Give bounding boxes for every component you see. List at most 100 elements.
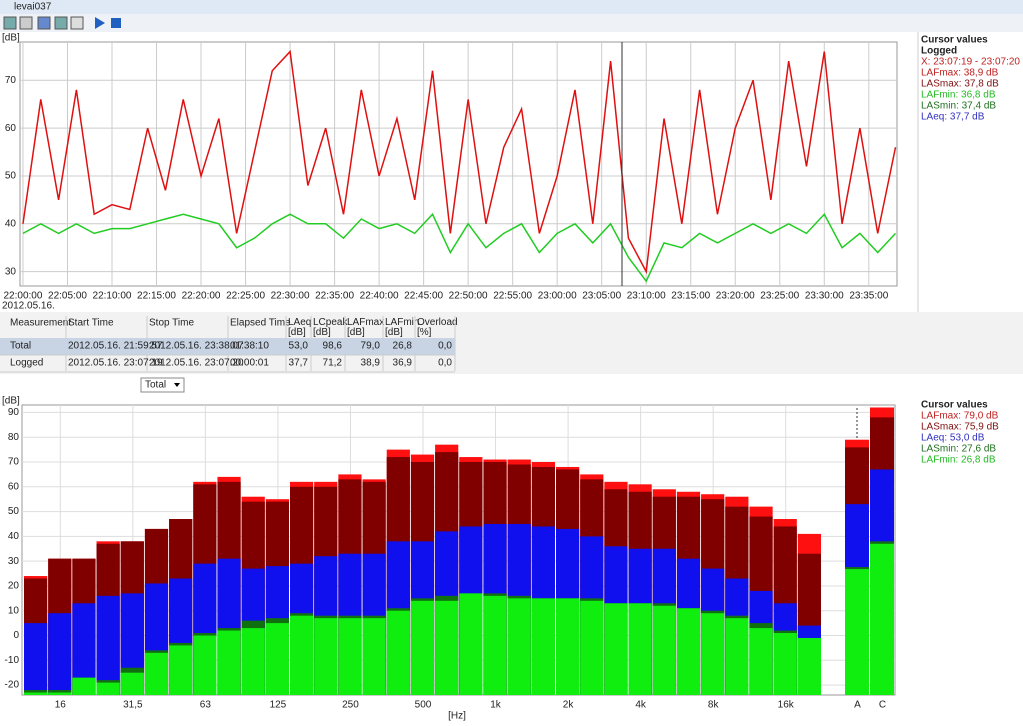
toolbar-icons[interactable] bbox=[3, 16, 121, 30]
y-tick-label: 50 bbox=[5, 171, 17, 182]
bar bbox=[120, 672, 144, 695]
dropdown-arrow[interactable] bbox=[174, 383, 180, 387]
dropdown[interactable] bbox=[140, 377, 185, 393]
table-cell[interactable]: 26,8 bbox=[393, 341, 413, 352]
x-tick-label: 22:55:00 bbox=[493, 291, 532, 302]
stop-button[interactable] bbox=[111, 18, 121, 28]
bar bbox=[845, 569, 869, 695]
x-tick-label: 23:35:00 bbox=[849, 291, 888, 302]
bar bbox=[314, 618, 338, 695]
x-tick-label: 2k bbox=[563, 700, 575, 711]
table-cell[interactable]: Total bbox=[10, 341, 31, 352]
column-header: LAFmin [dB] bbox=[385, 317, 419, 338]
top-plot-area bbox=[19, 41, 898, 287]
x-tick-label: 22:30:00 bbox=[271, 291, 310, 302]
bar bbox=[507, 598, 531, 695]
y-tick-label: 80 bbox=[8, 432, 20, 443]
play-button[interactable] bbox=[95, 17, 105, 29]
bar bbox=[72, 677, 96, 695]
x-tick-label: 1k bbox=[490, 700, 502, 711]
bar bbox=[435, 600, 459, 695]
x-tick-label: 23:00:00 bbox=[538, 291, 577, 302]
table-cell[interactable]: 79,0 bbox=[361, 341, 381, 352]
x-tick-label: 22:40:00 bbox=[360, 291, 399, 302]
icon[interactable] bbox=[70, 16, 84, 30]
cursor-value: LAFmin: 26,8 dB bbox=[921, 455, 996, 466]
x-tick-label: 16k bbox=[778, 700, 795, 711]
icon[interactable] bbox=[3, 16, 17, 30]
y-axis-label: [dB] bbox=[2, 396, 20, 407]
table-cell[interactable]: Logged bbox=[10, 358, 43, 369]
column-header: Stop Time bbox=[149, 318, 194, 329]
selected-row[interactable] bbox=[0, 338, 455, 355]
bar bbox=[725, 618, 749, 695]
table-cell[interactable]: 2012.05.16. 23:07:20 bbox=[149, 358, 244, 369]
bar bbox=[870, 543, 894, 695]
bar bbox=[48, 613, 72, 695]
x-tick-label: 23:25:00 bbox=[760, 291, 799, 302]
bar bbox=[410, 600, 435, 695]
table-cell[interactable]: 71,2 bbox=[323, 358, 343, 369]
bar bbox=[338, 618, 362, 695]
title-bar bbox=[0, 0, 1023, 14]
table-cell[interactable]: 01:38:10 bbox=[230, 341, 269, 352]
table-cell[interactable]: 98,6 bbox=[323, 341, 343, 352]
x-tick-label: 63 bbox=[200, 700, 212, 711]
table-cell[interactable]: 2012.05.16. 23:38:07 bbox=[149, 341, 244, 352]
bar bbox=[48, 692, 72, 695]
cursor-value: LAeq: 37,7 dB bbox=[921, 112, 985, 123]
x-tick-label: 4k bbox=[635, 700, 647, 711]
x-tick-label: C bbox=[879, 700, 886, 711]
column-header: Start Time bbox=[68, 318, 114, 329]
y-axis-label: [dB] bbox=[2, 33, 20, 44]
bar bbox=[193, 635, 217, 695]
table-cell[interactable]: 37,7 bbox=[289, 358, 309, 369]
x-tick-label: 23:15:00 bbox=[671, 291, 710, 302]
bar bbox=[459, 593, 483, 695]
x-tick-label: 22:20:00 bbox=[182, 291, 221, 302]
y-tick-label: 70 bbox=[5, 75, 17, 86]
series-line bbox=[22, 49, 897, 275]
cursor-value: LAeq: 53,0 dB bbox=[921, 433, 985, 444]
column-header: LAFmax [dB] bbox=[347, 317, 384, 338]
y-tick-label: 60 bbox=[8, 481, 20, 492]
x-tick-label: 500 bbox=[415, 700, 432, 711]
table-cell[interactable]: 2012.05.16. 23:07:19 bbox=[68, 358, 163, 369]
x-tick-label: 250 bbox=[342, 700, 359, 711]
bar bbox=[24, 692, 48, 695]
table-cell[interactable]: 2012.05.16. 21:59:57 bbox=[68, 341, 163, 352]
x-tick-label: 22:15:00 bbox=[137, 291, 176, 302]
column-header: Elapsed Time bbox=[230, 318, 291, 329]
bar bbox=[628, 603, 652, 695]
cursor-title: Cursor values bbox=[921, 400, 988, 411]
bar bbox=[701, 613, 725, 695]
table-cell[interactable]: 53,0 bbox=[289, 341, 309, 352]
table-cell[interactable]: 38,9 bbox=[361, 358, 381, 369]
y-tick-label: 30 bbox=[5, 266, 17, 277]
table-cell[interactable]: 36,9 bbox=[393, 358, 413, 369]
x-tick-label: 22:00:00 bbox=[3, 291, 42, 302]
y-tick-label: 40 bbox=[5, 218, 17, 229]
x-tick-label: 16 bbox=[55, 700, 67, 711]
cursor-value: LAFmax: 79,0 dB bbox=[921, 411, 999, 422]
dropdown-value[interactable]: Total bbox=[145, 380, 166, 391]
y-tick-label: 90 bbox=[8, 407, 20, 418]
table-cell[interactable]: 0,0 bbox=[438, 341, 452, 352]
column-header: Measurement bbox=[10, 318, 71, 329]
x-tick-label: 125 bbox=[270, 700, 287, 711]
bar bbox=[773, 633, 797, 695]
bar bbox=[290, 615, 314, 695]
y-tick-label: -10 bbox=[5, 655, 20, 666]
icon[interactable] bbox=[19, 16, 33, 30]
bar bbox=[652, 605, 676, 695]
x-tick-label: 23:20:00 bbox=[716, 291, 755, 302]
y-tick-label: 0 bbox=[13, 630, 19, 641]
table-cell[interactable]: 00:00:01 bbox=[230, 358, 269, 369]
icon[interactable] bbox=[37, 16, 51, 30]
x-tick-label: 23:30:00 bbox=[805, 291, 844, 302]
table-cell[interactable]: 0,0 bbox=[438, 358, 452, 369]
icon[interactable] bbox=[54, 16, 68, 30]
bar bbox=[241, 628, 265, 695]
toolbar bbox=[0, 14, 1023, 32]
